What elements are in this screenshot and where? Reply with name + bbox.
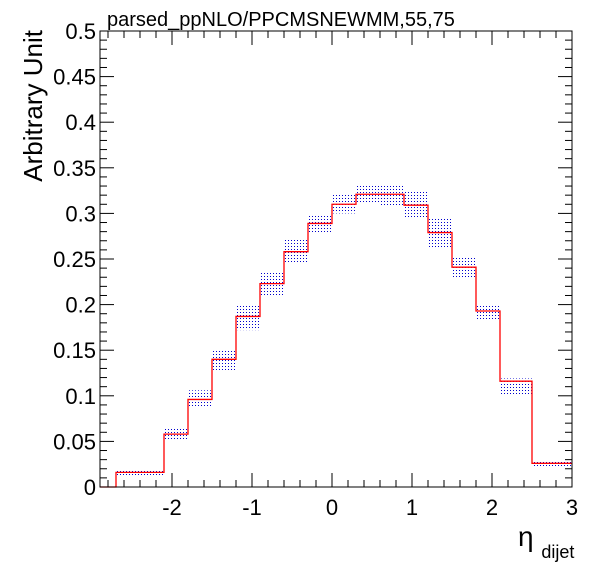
axis-ticks: [100, 30, 573, 488]
x-axis-label-symbol: η: [518, 521, 534, 552]
x-tick-label: 0: [326, 495, 338, 520]
y-tick-label: 0.2: [65, 293, 96, 318]
y-tick-label: 0: [84, 475, 96, 500]
x-axis-label-subscript: dijet: [541, 542, 574, 562]
band-bin-15: [476, 305, 500, 320]
y-tick-label: 0.4: [65, 110, 96, 135]
x-tick-label: 1: [406, 495, 418, 520]
band-bin-16: [500, 378, 532, 395]
x-tick-label: -1: [242, 495, 262, 520]
y-tick-label: 0.35: [53, 156, 96, 181]
x-tick-label: 3: [566, 495, 578, 520]
x-tick-label: -2: [162, 495, 182, 520]
tick-labels: 0 0.05 0.1 0.15 0.2 0.25 0.3 0.35 0.4 0.45 0.5 -2 -1…: [53, 19, 578, 520]
plot-frame: [99, 30, 573, 488]
series-line: [100, 193, 572, 488]
uncertainty-band: [116, 185, 572, 476]
chart-title: parsed_ppNLO/PPCMSNEWMM,55,75: [107, 9, 455, 31]
band-bin-5: [236, 305, 260, 331]
x-axis-label: η dijet: [518, 521, 574, 562]
y-axis-label: Arbitrary Unit: [18, 29, 48, 181]
y-tick-label: 0.05: [53, 429, 96, 454]
y-tick-label: 0.45: [53, 65, 96, 90]
band-bin-11: [380, 185, 404, 206]
y-tick-label: 0.5: [65, 19, 96, 44]
y-tick-label: 0.15: [53, 338, 96, 363]
y-tick-label: 0.3: [65, 201, 96, 226]
histogram-line: [100, 193, 572, 488]
y-tick-label: 0.25: [53, 247, 96, 272]
y-tick-label: 0.1: [65, 384, 96, 409]
x-tick-label: 2: [486, 495, 498, 520]
